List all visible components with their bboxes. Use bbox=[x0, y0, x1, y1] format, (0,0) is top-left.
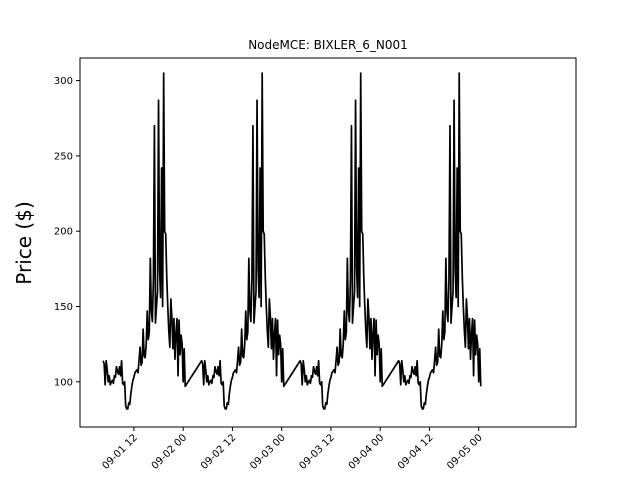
y-tick-label: 100 bbox=[54, 377, 73, 388]
y-axis-label: Price ($) bbox=[12, 201, 36, 284]
x-tick-label: 09-04 12 bbox=[396, 432, 436, 472]
x-tick-label: 09-02 12 bbox=[199, 432, 239, 472]
x-tick-label: 09-04 00 bbox=[347, 432, 387, 472]
x-tick-label: 09-03 00 bbox=[248, 432, 288, 472]
y-axis: 100 150 200 250 300 bbox=[54, 76, 80, 388]
y-tick-label: 300 bbox=[54, 76, 73, 87]
y-tick-label: 150 bbox=[54, 302, 73, 313]
x-tick-label: 09-02 00 bbox=[150, 432, 190, 472]
plot-area bbox=[102, 72, 482, 410]
price-series-line bbox=[102, 72, 482, 410]
x-tick-label: 09-05 00 bbox=[445, 432, 485, 472]
y-tick-label: 200 bbox=[54, 227, 73, 238]
y-tick-label: 250 bbox=[54, 151, 73, 162]
x-tick-label: 09-03 12 bbox=[297, 432, 337, 472]
chart-title: NodeMCE: BIXLER_6_N001 bbox=[248, 38, 408, 52]
x-tick-label: 09-01 12 bbox=[100, 432, 140, 472]
plot-frame bbox=[79, 57, 577, 428]
x-axis: 09-01 12 09-02 00 09-02 12 09-03 00 09-03 12… bbox=[100, 427, 485, 472]
